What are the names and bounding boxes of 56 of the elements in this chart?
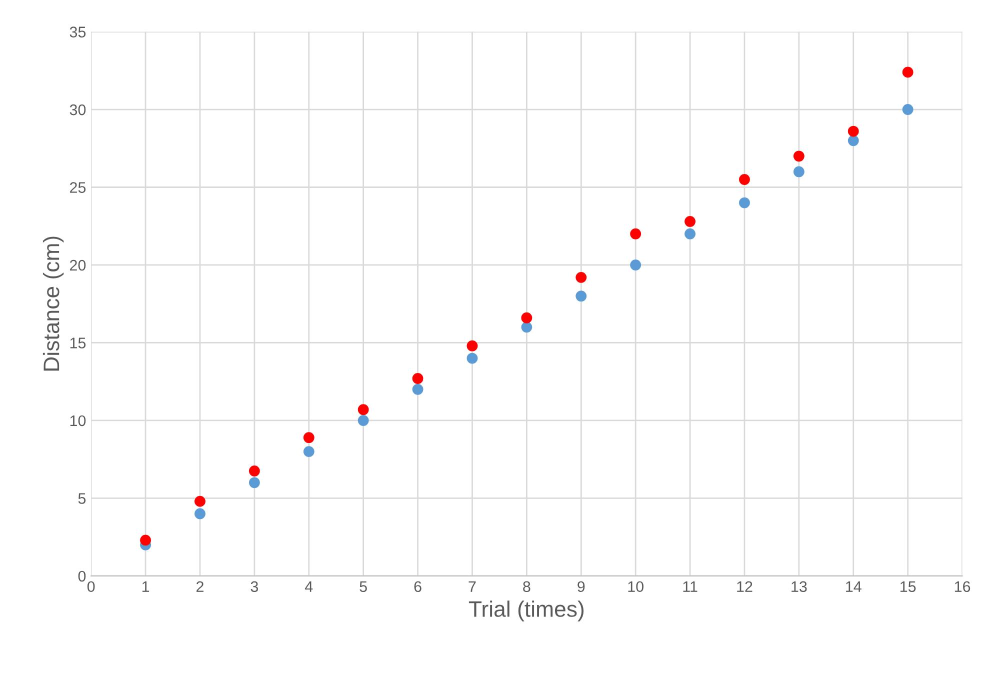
point [521,322,532,333]
x-tick-label: 10 [628,581,644,592]
x-tick-label: 0 [87,581,95,592]
point [684,216,696,227]
x-tick-label: 9 [578,581,585,592]
x-tick-label: 15 [900,581,916,592]
point [303,446,314,458]
point [848,135,859,146]
x-tick-label: 8 [523,581,530,592]
y-tick-label: 0 [78,570,86,582]
point [902,66,914,78]
x-tick-label: 5 [360,581,367,592]
x-tick-label: 6 [414,581,422,592]
point [466,340,478,352]
y-axis-title: Distance (cm) [42,236,64,371]
point [358,415,369,426]
x-tick-label: 16 [954,581,970,592]
point [358,404,369,416]
y-tick-label: 30 [70,104,86,116]
y-tick-label: 25 [70,182,86,193]
y-tick-label: 35 [70,26,86,38]
point [412,384,424,395]
point [576,272,587,283]
x-tick-label: 11 [683,581,698,592]
point [793,166,804,178]
x-tick-label: 1 [142,581,150,592]
point [848,126,859,137]
y-tick-label: 15 [70,338,86,348]
point [194,508,206,520]
x-tick-label: 4 [304,581,313,592]
x-tick-label: 13 [792,581,807,592]
y-tick-label: 5 [78,493,86,504]
point [630,228,642,240]
x-tick-label: 7 [468,581,476,592]
point [412,373,424,384]
point [739,197,750,208]
x-tick-label: 12 [737,581,752,592]
point [576,290,587,302]
point [194,496,206,507]
x-tick-label: 14 [846,581,862,592]
x-tick-label: 3 [250,581,258,592]
x-axis-title: Trial (times) [468,600,584,622]
point [630,260,642,270]
point [140,534,151,546]
point [248,477,260,488]
y-tick-label: 20 [70,260,86,271]
point [739,174,750,185]
point [521,312,532,324]
x-tick-label: 2 [196,581,204,592]
point [793,150,804,162]
point [466,352,478,364]
y-tick-label: 10 [70,415,86,426]
point [303,432,314,444]
point [902,104,914,115]
point [248,466,260,476]
point [684,228,696,240]
